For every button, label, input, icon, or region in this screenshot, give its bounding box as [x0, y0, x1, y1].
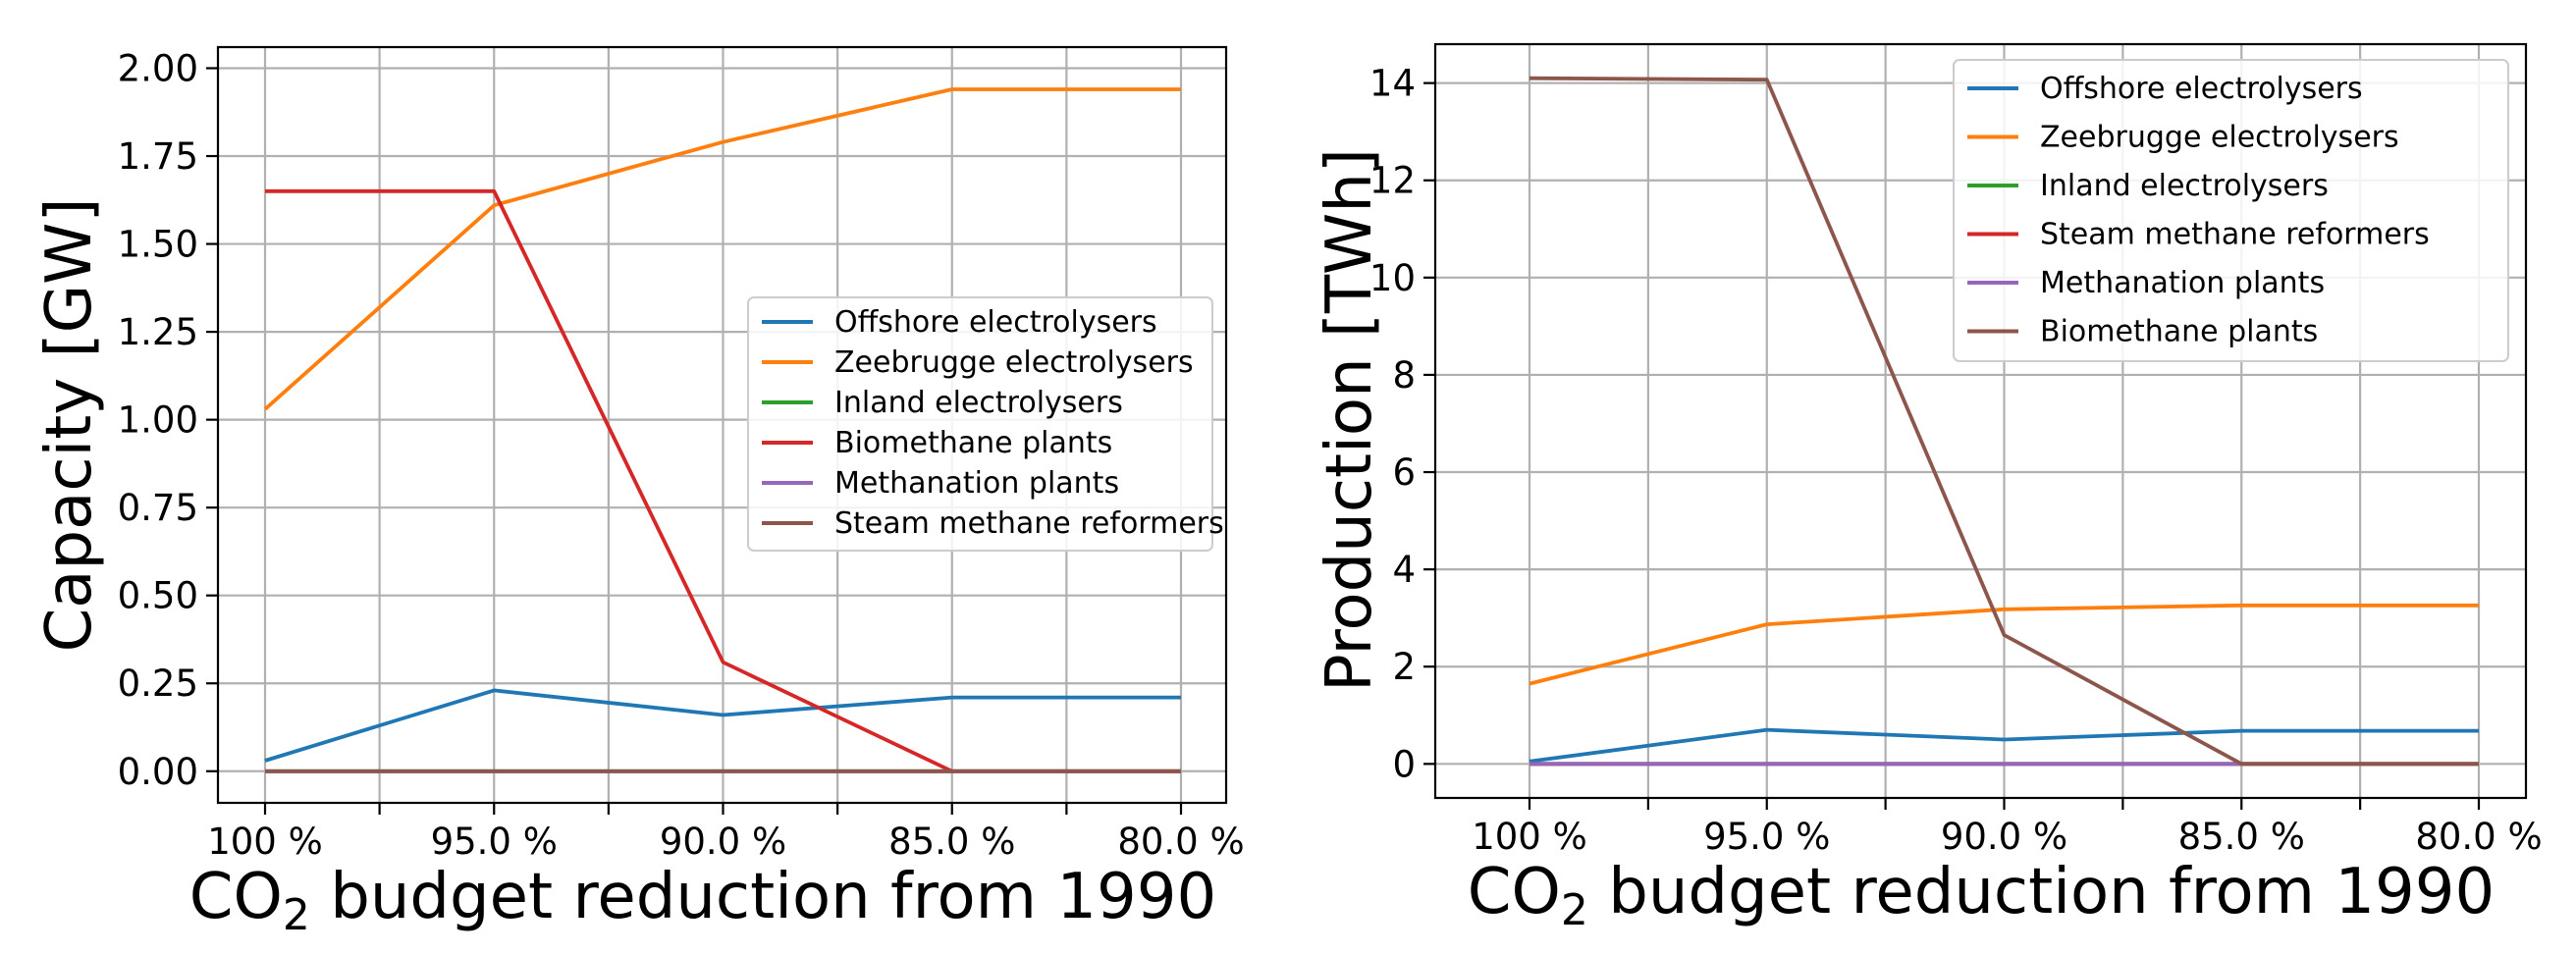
capacity-y-tick-label: 1.50	[118, 224, 198, 266]
production-y-tick-label: 6	[1392, 451, 1416, 494]
production-x-tick-label: 100 %	[1472, 816, 1587, 858]
capacity-y-tick-label: 0.50	[118, 575, 198, 617]
capacity-y-tick-label: 0.75	[118, 487, 198, 529]
capacity-line-offshore-electrolysers	[264, 688, 1181, 763]
production-legend-label-zeebrugge-electrolysers: Zeebrugge electrolysers	[2040, 121, 2399, 155]
capacity-y-axis-label: Capacity [GW]	[33, 198, 106, 653]
production-x-axis-label: CO2 budget reduction from 1990	[1468, 856, 2495, 935]
production-legend-label-methanation-plants: Methanation plants	[2040, 266, 2325, 300]
capacity-y-tick-label: 1.75	[118, 135, 198, 178]
capacity-x-tick-label: 85.0 %	[888, 821, 1015, 863]
capacity-legend: Offshore electrolysers Zeebrugge electrol…	[747, 296, 1224, 552]
capacity-x-axis-label: CO2 budget reduction from 1990	[189, 861, 1216, 940]
capacity-y-tick-label: 0.25	[118, 662, 198, 705]
capacity-chart: 0.00 0.25 0.50 0.75 1.00 1.25 1.50 1.75 2.00 100 …	[33, 45, 1245, 940]
capacity-x-axis-label-suffix: budget reduction from 1990	[310, 861, 1216, 933]
production-x-tick-label: 95.0 %	[1703, 816, 1830, 858]
production-legend-label-steam-methane-reformers: Steam methane reformers	[2040, 218, 2430, 252]
production-x-tick-label: 90.0 %	[1941, 816, 2067, 858]
capacity-legend-label-zeebrugge-electrolysers: Zeebrugge electrolysers	[834, 345, 1194, 380]
capacity-x-tick-label: 100 %	[207, 821, 323, 863]
capacity-x-tick-label: 95.0 %	[431, 821, 558, 863]
production-y-tick-label: 2	[1392, 646, 1416, 688]
production-line-zeebrugge-electrolysers	[1529, 603, 2479, 686]
capacity-y-tick-label: 1.25	[118, 311, 198, 353]
production-line-biomethane-plants	[1529, 76, 2479, 767]
production-x-tick-label: 80.0 %	[2415, 816, 2542, 858]
capacity-x-tick-label: 80.0 %	[1117, 821, 1244, 863]
capacity-legend-label-biomethane-plants: Biomethane plants	[834, 426, 1112, 460]
production-x-axis-label-prefix: CO	[1468, 856, 1561, 928]
production-legend-label-inland-electrolysers: Inland electrolysers	[2040, 169, 2329, 203]
production-y-tick-label: 12	[1369, 160, 1416, 202]
capacity-series-lines	[263, 87, 1181, 773]
capacity-legend-label-inland-electrolysers: Inland electrolysers	[834, 386, 1123, 420]
capacity-y-tick-label: 1.00	[118, 399, 198, 442]
production-ticks: 0 2 4 6 8 10 12 14 100 % 95.0 % 90.0 % 85.0 % 80.0 %	[1369, 63, 2543, 858]
production-legend-box	[1953, 59, 2509, 362]
production-y-tick-label: 0	[1392, 743, 1416, 785]
production-x-axis-label-subscript: 2	[1561, 885, 1588, 935]
production-y-tick-label: 14	[1369, 63, 1416, 105]
production-legend: Offshore electrolysers Zeebrugge electrol…	[1953, 59, 2509, 362]
capacity-legend-label-offshore-electrolysers: Offshore electrolysers	[834, 305, 1157, 340]
production-y-tick-label: 8	[1392, 354, 1416, 397]
production-y-tick-label: 10	[1369, 257, 1416, 299]
production-x-tick-label: 85.0 %	[2178, 816, 2305, 858]
production-y-tick-label: 4	[1392, 549, 1416, 591]
production-x-axis-label-suffix: budget reduction from 1990	[1588, 856, 2495, 928]
production-plot-frame	[1433, 42, 2528, 800]
production-legend-label-offshore-electrolysers: Offshore electrolysers	[2040, 72, 2363, 106]
capacity-y-tick-label: 2.00	[118, 47, 198, 89]
capacity-x-axis-label-prefix: CO	[189, 861, 283, 933]
capacity-legend-label-steam-methane-reformers: Steam methane reformers	[834, 506, 1224, 541]
capacity-x-axis-label-subscript: 2	[283, 890, 310, 940]
capacity-y-tick-label: 0.00	[118, 751, 198, 793]
capacity-x-tick-label: 90.0 %	[660, 821, 786, 863]
capacity-ticks: 0.00 0.25 0.50 0.75 1.00 1.25 1.50 1.75 2.00 100 …	[118, 47, 1245, 863]
capacity-legend-box	[747, 296, 1213, 552]
production-line-offshore-electrolysers	[1529, 727, 2479, 764]
production-chart: 0 2 4 6 8 10 12 14 100 % 95.0 % 90.0 % 85.0 % 80.0 %…	[1314, 42, 2543, 935]
production-legend-label-biomethane-plants: Biomethane plants	[2040, 315, 2318, 349]
capacity-line-zeebrugge-electrolysers	[263, 87, 1181, 411]
capacity-legend-label-methanation-plants: Methanation plants	[834, 466, 1119, 501]
production-y-axis-label: Production [TWh]	[1314, 148, 1386, 692]
production-series-lines	[1529, 76, 2479, 767]
